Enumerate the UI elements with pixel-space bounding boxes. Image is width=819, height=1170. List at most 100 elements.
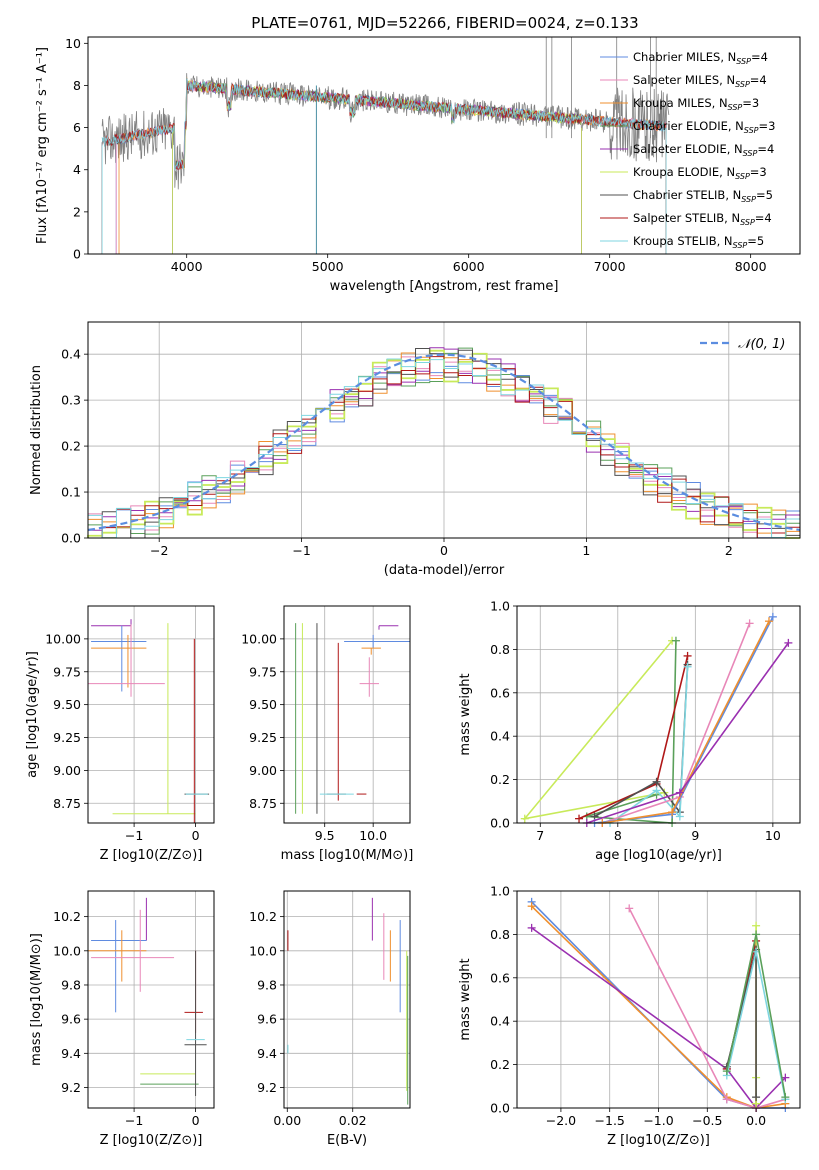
y-tick-label: 10.0	[249, 943, 277, 958]
plot-frame	[87, 890, 215, 1109]
y-tick-label: 10.2	[249, 909, 277, 924]
legend-label: Salpeter MILES, N	[633, 73, 735, 87]
plot-frame	[283, 605, 411, 824]
panel-weight_vs_Z: −2.0 −1.5 −1.0 −0.5 0.0 0.0 0.2 0.4 0.6 0.8 1.0 Z […	[458, 884, 801, 1148]
y-axis-label: Normed distribution	[29, 365, 44, 495]
spectrum-lines	[101, 37, 670, 254]
y-tick-label: 0.4	[490, 729, 510, 744]
gaussian-curve	[87, 353, 801, 532]
legend-subscript: SSP	[744, 126, 759, 135]
legend-entry: Salpeter ELODIE, NSSP=4	[633, 142, 774, 158]
y-tick-label: 0.1	[61, 485, 81, 500]
y-tick-label: 9.00	[53, 763, 81, 778]
y-tick-label: 0.2	[490, 1057, 510, 1072]
errorbar-group	[295, 623, 410, 814]
panel-age_vs_Z: −1 0 8.75 9.00 9.25 9.50 9.75 10.00 Z [log10(Z/Z…	[25, 605, 215, 863]
y-tick-label: 9.8	[61, 977, 81, 992]
x-tick-label: 0	[440, 543, 448, 558]
legend-count: =4	[751, 50, 768, 64]
x-tick-label: 0.02	[339, 1113, 367, 1128]
weight-line	[531, 927, 786, 1110]
x-axis-label: mass [log10(M/M⊙)]	[281, 848, 414, 863]
panel-mass_vs_EBV: 0.00 0.02 9.2 9.4 9.6 9.8 10.0 10.2 E(B-V)	[249, 890, 411, 1148]
x-tick-label: −2.0	[546, 1113, 576, 1128]
x-axis-label: Z [log10(Z/Z⊙)]	[100, 848, 203, 863]
x-tick-label: 0	[192, 828, 200, 843]
y-tick-label: 0	[73, 247, 81, 262]
y-tick-label: 9.4	[257, 1046, 277, 1061]
legend-subscript: SSP	[728, 103, 743, 112]
weight-line	[609, 666, 689, 824]
legend-count: =3	[750, 165, 767, 179]
y-tick-label: 1.0	[490, 599, 510, 614]
legend-label: Salpeter STELIB, N	[633, 211, 740, 225]
weight-line	[531, 905, 786, 1109]
x-axis-label: Z [log10(Z/Z⊙)]	[100, 1133, 203, 1148]
y-axis-label: mass weight	[458, 958, 473, 1040]
plot-frame	[516, 605, 801, 824]
panel-residuals: 𝒩(0, 1) −2 −1 0 1 2 0.0 0.1 0.2 0.3 0.4 (data-model…	[29, 321, 801, 578]
x-tick-label: 9	[691, 828, 699, 843]
residual-histogram	[87, 358, 800, 539]
x-tick-label: 9.5	[315, 828, 335, 843]
x-tick-label: −1	[125, 1113, 143, 1128]
x-axis-label: E(B-V)	[327, 1133, 367, 1148]
legend-count: =4	[757, 142, 774, 156]
y-tick-label: 0.0	[490, 816, 510, 831]
x-tick-label: −0.5	[692, 1113, 722, 1128]
y-tick-label: 0.0	[490, 1101, 510, 1116]
legend-entry: Kroupa STELIB, NSSP=5	[633, 234, 764, 250]
model-spectrum-line	[101, 77, 666, 171]
x-axis-label: Z [log10(Z/Z⊙)]	[607, 1133, 710, 1148]
legend-count: =4	[750, 73, 767, 87]
legend-count: =3	[742, 96, 759, 110]
y-tick-label: 10.00	[45, 631, 81, 646]
legend-entry: Chabrier ELODIE, NSSP=3	[633, 119, 775, 135]
plot-frame	[87, 36, 801, 255]
y-tick-label: 0.2	[490, 772, 510, 787]
y-tick-label: 8.75	[249, 796, 277, 811]
y-tick-label: 0.6	[490, 685, 510, 700]
legend-entry: Kroupa ELODIE, NSSP=3	[633, 165, 767, 181]
legend-subscript: SSP	[735, 80, 750, 89]
y-tick-label: 9.00	[249, 763, 277, 778]
x-tick-label: 8	[614, 828, 622, 843]
y-tick-label: 0.0	[61, 531, 81, 546]
legend-entry: Chabrier MILES, NSSP=4	[633, 50, 768, 66]
x-tick-label: 10	[765, 828, 781, 843]
legend-count: =4	[755, 211, 772, 225]
legend-subscript: SSP	[733, 241, 748, 250]
y-tick-label: 10.0	[53, 943, 81, 958]
y-tick-label: 9.25	[249, 730, 277, 745]
x-tick-label: 4000	[171, 259, 203, 274]
x-tick-label: 2	[725, 543, 733, 558]
y-tick-label: 0.3	[61, 393, 81, 408]
y-tick-label: 10.00	[241, 631, 277, 646]
y-axis-label: mass [log10(M/M⊙)]	[29, 933, 44, 1066]
errorbar-group	[88, 619, 210, 823]
legend-label: Chabrier MILES, N	[633, 50, 736, 64]
y-tick-label: 9.75	[53, 664, 81, 679]
legend-entry: Chabrier STELIB, NSSP=5	[633, 188, 773, 204]
x-tick-label: −1.0	[643, 1113, 673, 1128]
y-tick-label: 9.2	[257, 1080, 277, 1095]
y-axis-label: mass weight	[458, 673, 473, 755]
legend-entry: Kroupa MILES, NSSP=3	[633, 96, 759, 112]
errorbar-group	[287, 897, 409, 1105]
legend-count: =3	[759, 119, 776, 133]
x-tick-label: −1.5	[595, 1113, 625, 1128]
legend-label: Kroupa STELIB, N	[633, 234, 733, 248]
y-tick-label: 9.25	[53, 730, 81, 745]
y-tick-label: 6	[73, 120, 81, 135]
weight-line	[628, 907, 786, 1109]
errorbar-group	[88, 897, 207, 1097]
y-tick-label: 10	[65, 36, 81, 51]
x-tick-label: 8000	[735, 259, 767, 274]
y-tick-label: 0.6	[490, 970, 510, 985]
legend-label: Salpeter ELODIE, N	[633, 142, 743, 156]
x-tick-label: 0.0	[746, 1113, 766, 1128]
x-axis-label: (data-model)/error	[384, 563, 505, 578]
x-tick-label: −2	[150, 543, 168, 558]
